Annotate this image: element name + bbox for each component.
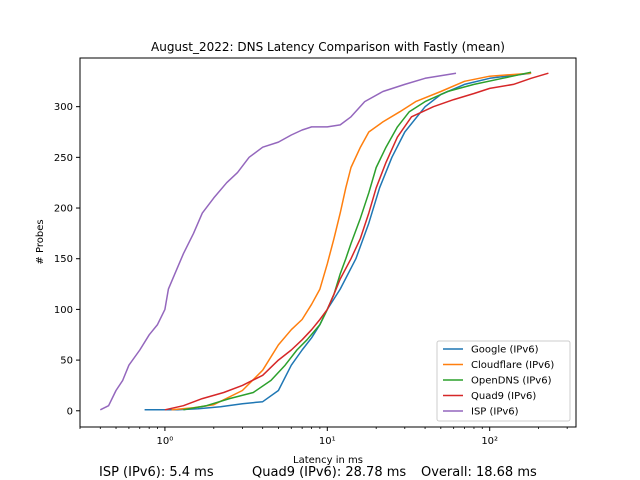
legend-label: Google (IPv6) <box>471 345 539 356</box>
x-axis-label: Latency in ms <box>293 455 363 466</box>
legend-label: Quad9 (IPv6) <box>471 391 536 402</box>
y-tick-label: 50 <box>60 356 73 367</box>
legend-label: ISP (IPv6) <box>471 407 519 418</box>
footer-isp-mean: ISP (IPv6): 5.4 ms <box>99 465 214 480</box>
y-tick-label: 200 <box>54 204 73 215</box>
x-tick-label: 10² <box>481 436 498 447</box>
y-tick-label: 250 <box>54 153 73 164</box>
y-axis-label: # Probes <box>35 219 46 264</box>
plot-frame <box>79 57 577 428</box>
y-tick-label: 100 <box>54 305 73 316</box>
footer-quad9-mean: Quad9 (IPv6): 28.78 ms <box>252 465 407 480</box>
series-line-3 <box>164 72 549 411</box>
footer-overall-mean: Overall: 18.68 ms <box>421 465 537 480</box>
axis-ticks: 0 50 100 150 200 250 300 10⁰ 10¹ 10² <box>54 102 568 447</box>
legend: Google (IPv6) Cloudflare (IPv6) OpenDNS (I… <box>436 340 571 422</box>
y-tick-label: 300 <box>54 102 73 113</box>
series-line-1 <box>171 72 532 411</box>
y-tick-label: 0 <box>67 406 73 417</box>
chart-title: August_2022: DNS Latency Comparison with… <box>151 40 505 54</box>
series-line-2 <box>183 71 532 411</box>
series-lines <box>99 71 549 411</box>
y-tick-label: 150 <box>54 254 73 265</box>
series-line-4 <box>99 72 457 411</box>
legend-label: OpenDNS (IPv6) <box>471 376 552 387</box>
legend-box <box>436 340 571 422</box>
legend-label: Cloudflare (IPv6) <box>471 360 554 371</box>
x-tick-label: 10¹ <box>319 436 336 447</box>
x-tick-label: 10⁰ <box>157 436 174 447</box>
